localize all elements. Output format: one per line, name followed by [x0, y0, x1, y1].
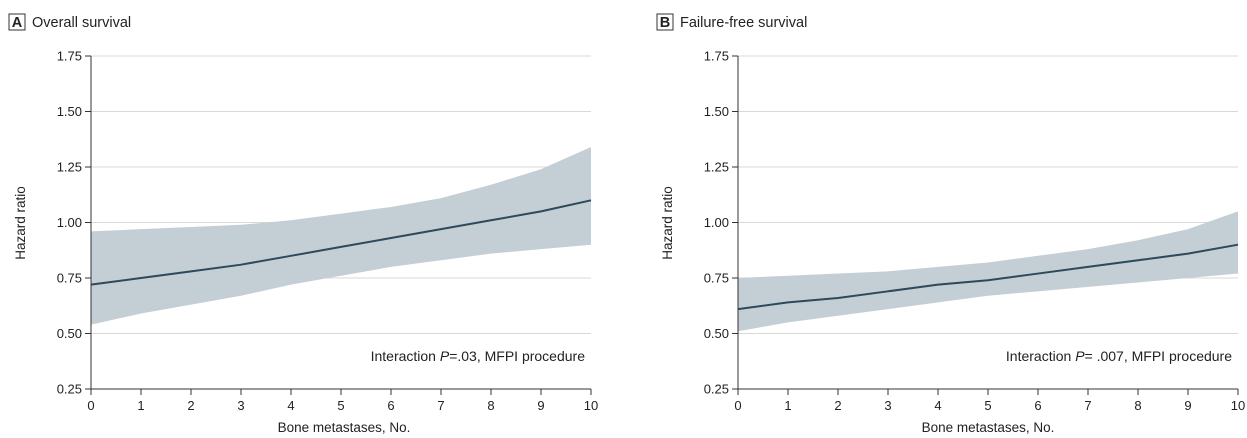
- annotation-value: =.03, MFPI procedure: [449, 348, 585, 364]
- confidence-band-area: [738, 211, 1238, 332]
- panel-title: Failure-free survival: [680, 15, 807, 31]
- x-tick-label: 0: [734, 398, 741, 413]
- x-tick-label: 4: [287, 398, 294, 413]
- y-tick-label: 0.50: [57, 326, 82, 341]
- x-tick-label: 0: [87, 398, 94, 413]
- x-tick-label: 1: [137, 398, 144, 413]
- annotation-p-symbol: P: [440, 348, 450, 364]
- panel-title: Overall survival: [32, 15, 131, 31]
- y-tick-label: 1.00: [704, 215, 729, 230]
- x-tick-label: 5: [337, 398, 344, 413]
- estimate-series-line: [737, 243, 1239, 311]
- x-tick-label: 8: [487, 398, 494, 413]
- annotation-value: = .007, MFPI procedure: [1085, 348, 1233, 364]
- y-tick-label: 0.75: [704, 271, 729, 286]
- x-tick-label: 2: [834, 398, 841, 413]
- x-tick-label: 9: [1184, 398, 1191, 413]
- estimate-series-line: [90, 199, 592, 286]
- x-tick-label: 7: [437, 398, 444, 413]
- x-tick-label: 4: [934, 398, 941, 413]
- panel-overall-survival: A Overall survival 0.25 0.50 0.75 1.00 1.25 1…: [8, 13, 599, 435]
- panel-letter-box: [8, 13, 26, 31]
- estimate-line: [737, 243, 1239, 311]
- annotation-p-symbol: P: [1075, 348, 1085, 364]
- panel-letter: B: [660, 15, 670, 31]
- estimate-line: [90, 199, 592, 286]
- x-axis-title: Bone metastases, No.: [278, 420, 411, 435]
- y-tick-label: 0.25: [704, 382, 729, 397]
- panel-letter-box: [656, 13, 674, 31]
- x-tick-label: 1: [784, 398, 791, 413]
- y-axis-title: Hazard ratio: [660, 186, 675, 260]
- y-tick-label: 1.25: [57, 160, 82, 175]
- y-tick-label: 0.75: [57, 271, 82, 286]
- x-tick-label: 3: [237, 398, 244, 413]
- y-tick-label: 1.00: [57, 215, 82, 230]
- y-tick-label: 0.50: [704, 326, 729, 341]
- y-tick-label: 1.75: [57, 49, 82, 64]
- axes: 0.25 0.50 0.75 1.00 1.25 1.50 1.75 0 1 2 3 4 5 6 7 8 9 10: [57, 49, 599, 414]
- confidence-band: [91, 147, 591, 325]
- x-tick-label: 2: [187, 398, 194, 413]
- y-tick-label: 1.25: [704, 160, 729, 175]
- annotation-prefix: Interaction: [1006, 348, 1075, 364]
- x-tick-label: 3: [884, 398, 891, 413]
- panel-letter: A: [12, 15, 23, 31]
- x-tick-label: 6: [387, 398, 394, 413]
- interaction-annotation: Interaction P= .007, MFPI procedure: [1006, 348, 1232, 364]
- x-tick-label: 10: [1231, 398, 1245, 413]
- x-tick-label: 9: [537, 398, 544, 413]
- x-axis-title: Bone metastases, No.: [922, 420, 1055, 435]
- annotation-prefix: Interaction: [371, 348, 440, 364]
- x-tick-label: 5: [984, 398, 991, 413]
- x-tick-label: 8: [1134, 398, 1141, 413]
- y-tick-label: 1.50: [57, 104, 82, 119]
- y-tick-label: 1.75: [704, 49, 729, 64]
- x-tick-label: 7: [1084, 398, 1091, 413]
- axes: 0.25 0.50 0.75 1.00 1.25 1.50 1.75 0 1 2 3 4 5 6 7 8 9 10: [704, 49, 1246, 414]
- confidence-band-area: [91, 147, 591, 325]
- y-tick-label: 1.50: [704, 104, 729, 119]
- x-tick-label: 6: [1034, 398, 1041, 413]
- panel-failure-free-survival: B Failure-free survival 0.25 0.50 0.75 1.00…: [656, 13, 1246, 435]
- interaction-annotation: Interaction P=.03, MFPI procedure: [371, 348, 586, 364]
- y-axis-title: Hazard ratio: [13, 186, 28, 260]
- y-tick-label: 0.25: [57, 382, 82, 397]
- confidence-band: [738, 211, 1238, 332]
- x-tick-label: 10: [584, 398, 598, 413]
